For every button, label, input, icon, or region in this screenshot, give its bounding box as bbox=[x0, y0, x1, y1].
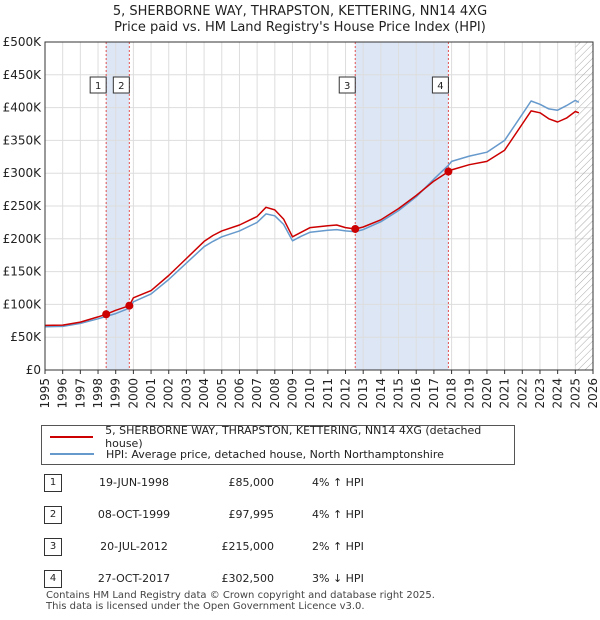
x-tick-label: 2003 bbox=[179, 378, 193, 409]
y-tick-label: £400K bbox=[3, 101, 43, 115]
x-tick-label: 2023 bbox=[533, 378, 547, 409]
transaction-price: £215,000 bbox=[221, 540, 275, 553]
transaction-price: £97,995 bbox=[228, 508, 275, 521]
x-tick-label: 2014 bbox=[374, 378, 388, 409]
legend: 5, SHERBORNE WAY, THRAPSTON, KETTERING, … bbox=[41, 424, 515, 465]
x-tick-label: 2002 bbox=[162, 378, 176, 409]
x-tick-label: 2020 bbox=[480, 378, 494, 409]
x-tick-label: 2018 bbox=[445, 378, 459, 409]
x-tick-label: 1996 bbox=[56, 378, 70, 409]
transaction-date: 20-JUL-2012 bbox=[100, 540, 168, 553]
future-hatch bbox=[575, 42, 593, 370]
transaction-price: £85,000 bbox=[228, 476, 275, 489]
x-tick-label: 2026 bbox=[586, 378, 600, 409]
y-tick-label: £450K bbox=[3, 68, 43, 82]
legend-item-price: 5, SHERBORNE WAY, THRAPSTON, KETTERING, … bbox=[50, 424, 514, 450]
transaction-date: 19-JUN-1998 bbox=[98, 476, 170, 489]
x-tick-label: 1997 bbox=[73, 378, 87, 409]
y-tick-label: £200K bbox=[3, 232, 43, 246]
x-tick-label: 2024 bbox=[551, 378, 565, 409]
x-tick-label: 2007 bbox=[250, 378, 264, 409]
transaction-date: 08-OCT-1999 bbox=[97, 508, 171, 521]
price-chart: 1 2 3 4 £0 £50K £100K £150K £200K £250K £300K £350… bbox=[3, 35, 600, 409]
x-tick-label: 2010 bbox=[303, 378, 317, 409]
table-row: 4 27-OCT-2017 £302,500 3% ↓ HPI bbox=[44, 570, 404, 590]
x-tick-label: 2006 bbox=[232, 378, 246, 409]
y-tick-label: £150K bbox=[3, 265, 43, 279]
y-tick-label: £500K bbox=[3, 35, 43, 49]
chart-title-line1: 5, SHERBORNE WAY, THRAPSTON, KETTERING, … bbox=[112, 4, 488, 19]
transaction-number: 4 bbox=[44, 570, 62, 588]
x-tick-label: 2009 bbox=[285, 378, 299, 409]
footer-licence: This data is licensed under the Open Gov… bbox=[46, 601, 365, 612]
x-tick-label: 2021 bbox=[498, 378, 512, 409]
x-tick-label: 2017 bbox=[427, 378, 441, 409]
sale-label-box bbox=[112, 76, 130, 94]
sale-label-box bbox=[431, 76, 449, 94]
sale-point bbox=[102, 310, 111, 319]
sale-label-box bbox=[338, 76, 356, 94]
y-tick-label: £0 bbox=[26, 363, 41, 377]
x-tick-label: 2019 bbox=[462, 378, 476, 409]
sale-label-number: 1 bbox=[95, 81, 101, 92]
transaction-number: 1 bbox=[44, 474, 62, 492]
x-tick-label: 1998 bbox=[91, 378, 105, 409]
y-tick-label: £300K bbox=[3, 166, 43, 180]
price-series-line bbox=[44, 110, 580, 327]
sale-label-number: 4 bbox=[437, 81, 443, 92]
x-tick-label: 2015 bbox=[392, 378, 406, 409]
y-tick-label: £100K bbox=[3, 297, 43, 311]
x-tick-label: 2013 bbox=[356, 378, 370, 409]
table-row: 1 19-JUN-1998 £85,000 4% ↑ HPI bbox=[44, 474, 404, 494]
table-row: 2 08-OCT-1999 £97,995 4% ↑ HPI bbox=[44, 506, 404, 526]
sale-point bbox=[125, 301, 134, 310]
sale-label-number: 3 bbox=[344, 81, 350, 92]
chart-title-line2: Price paid vs. HM Land Registry's House … bbox=[114, 20, 486, 35]
legend-label-hpi: HPI: Average price, detached house, Nort… bbox=[106, 447, 444, 461]
x-tick-label: 1995 bbox=[38, 378, 52, 409]
y-tick-label: £50K bbox=[10, 330, 42, 344]
x-tick-label: 2008 bbox=[268, 378, 282, 409]
x-tick-label: 2022 bbox=[515, 378, 529, 409]
transaction-hpi: 4% ↑ HPI bbox=[312, 476, 364, 489]
footer-copyright: Contains HM Land Registry data © Crown c… bbox=[46, 590, 435, 601]
footer: Contains HM Land Registry data © Crown c… bbox=[46, 590, 435, 612]
legend-swatch-price bbox=[50, 436, 94, 438]
transaction-date: 27-OCT-2017 bbox=[97, 572, 171, 585]
x-tick-label: 2012 bbox=[339, 378, 353, 409]
hpi-series-line bbox=[44, 99, 580, 328]
x-tick-label: 2025 bbox=[568, 378, 582, 409]
transaction-hpi: 3% ↓ HPI bbox=[312, 572, 364, 585]
y-tick-label: £350K bbox=[3, 133, 43, 147]
plot-frame bbox=[44, 41, 594, 371]
x-tick-label: 2011 bbox=[321, 378, 335, 409]
transaction-number: 3 bbox=[44, 538, 62, 556]
x-tick-label: 2004 bbox=[197, 378, 211, 409]
legend-label-price: 5, SHERBORNE WAY, THRAPSTON, KETTERING, … bbox=[105, 424, 482, 450]
y-tick-label: £250K bbox=[3, 199, 43, 213]
x-tick-label: 2001 bbox=[144, 378, 158, 409]
transaction-number: 2 bbox=[44, 506, 62, 524]
table-row: 3 20-JUL-2012 £215,000 2% ↑ HPI bbox=[44, 538, 404, 558]
sale-point bbox=[444, 167, 453, 176]
sale-point bbox=[351, 224, 360, 233]
sale-label-box bbox=[89, 76, 107, 94]
x-tick-label: 2005 bbox=[215, 378, 229, 409]
x-tick-label: 1999 bbox=[109, 378, 123, 409]
legend-swatch-hpi bbox=[50, 453, 94, 455]
x-tick-label: 2000 bbox=[126, 378, 140, 409]
sale-label-number: 2 bbox=[118, 81, 124, 92]
transaction-hpi: 4% ↑ HPI bbox=[312, 508, 364, 521]
legend-item-hpi: HPI: Average price, detached house, Nort… bbox=[50, 446, 444, 462]
transaction-price: £302,500 bbox=[221, 572, 275, 585]
x-tick-label: 2016 bbox=[409, 378, 423, 409]
transaction-hpi: 2% ↑ HPI bbox=[312, 540, 364, 553]
